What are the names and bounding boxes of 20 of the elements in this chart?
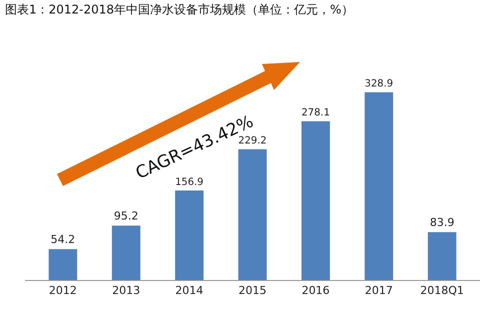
x-tick-label: 2018Q1 [420, 284, 464, 298]
bar [48, 249, 78, 280]
data-label: 278.1 [302, 108, 330, 119]
x-tick-label: 2013 [112, 284, 140, 298]
data-label: 95.2 [114, 210, 138, 223]
x-tick-label: 2017 [364, 284, 393, 298]
x-tick-label: 2014 [175, 284, 204, 298]
bar [364, 92, 394, 280]
data-label: 156.9 [175, 176, 204, 188]
data-label: 83.9 [430, 216, 454, 230]
data-label: 54.2 [50, 233, 76, 246]
x-tick-label: 2015 [238, 284, 266, 298]
bar [301, 121, 330, 280]
bar [112, 226, 140, 280]
chart-title: 图表1：2012-2018年中国净水设备市场规模（单位：亿元，%） [5, 2, 354, 16]
bar [428, 232, 456, 280]
data-label: 328.9 [364, 78, 394, 90]
bar [175, 190, 204, 280]
x-tick-label: 2016 [302, 284, 330, 298]
x-tick-label: 2012 [48, 284, 77, 298]
